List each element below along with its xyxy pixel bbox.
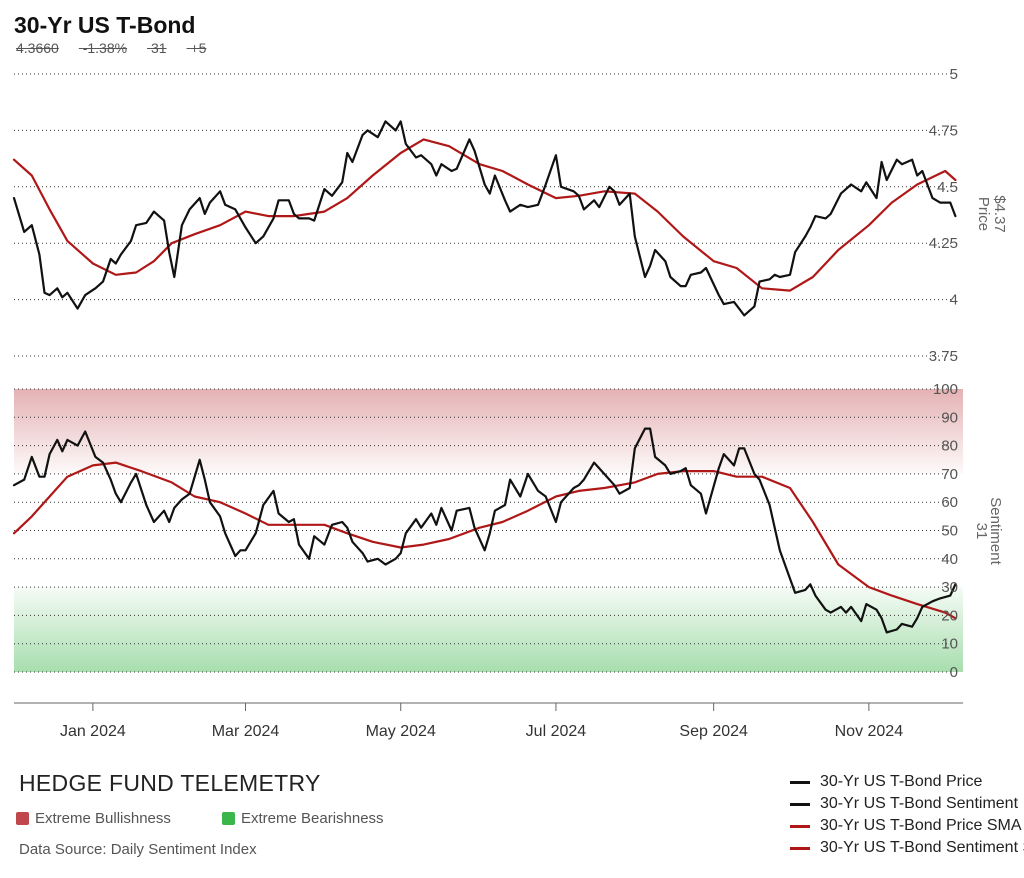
legend: 30-Yr US T-Bond Price 30-Yr US T-Bond Se… (790, 771, 1024, 859)
stats-line: 4.3660 -1.38% 31 +5 (16, 40, 226, 56)
gridlines (14, 73, 953, 673)
legend-item-price: 30-Yr US T-Bond Price (790, 771, 1024, 793)
price-tick-label: 4 (950, 292, 958, 309)
sentiment-last-value: 31 (973, 523, 990, 540)
sentiment-tick-label: 20 (941, 607, 958, 624)
stat-sentiment-change: +5 (190, 40, 207, 56)
sentiment-tick-label: 100 (933, 381, 958, 398)
sentiment-axis-label: Sentiment (987, 497, 1004, 565)
legend-label-price-sma: 30-Yr US T-Bond Price SMA (820, 817, 1022, 834)
x-tick-label: May 2024 (366, 723, 436, 740)
legend-line-sentiment (790, 802, 810, 806)
price-tick-label: 3.75 (929, 348, 958, 365)
bear-swatch (222, 812, 235, 825)
x-tick-label: Mar 2024 (212, 723, 280, 740)
price-last-value: $4.37 (991, 195, 1008, 233)
price-line (12, 120, 957, 317)
legend-line-sentiment-sma (790, 846, 810, 850)
x-tick-labels: Jan 2024 Mar 2024 May 2024 Jul 2024 Sep 2024… (60, 703, 903, 740)
sentiment-tick-label: 90 (941, 409, 958, 426)
legend-item-sentiment-sma: 30-Yr US T-Bond Sentiment SMA (790, 837, 1024, 859)
legend-label-price: 30-Yr US T-Bond Price (820, 773, 983, 790)
sentiment-tick-label: 50 (941, 523, 958, 540)
sentiment-tick-label: 60 (941, 494, 958, 511)
sentiment-tick-label: 10 (941, 636, 958, 653)
extreme-bullishness-zone (14, 389, 963, 474)
sentiment-sma-line (12, 461, 957, 620)
stat-last-price: 4.3660 (16, 40, 59, 56)
legend-label-sentiment-sma: 30-Yr US T-Bond Sentiment SMA (820, 839, 1024, 856)
sentiment-zones (14, 389, 963, 672)
legend-item-price-sma: 30-Yr US T-Bond Price SMA (790, 815, 1024, 837)
sentiment-tick-label: 0 (950, 664, 958, 681)
chart-svg: 54.754.54.2543.751009080706050403020100 … (12, 66, 1008, 740)
sentiment-line (12, 427, 957, 634)
price-sma-line (12, 138, 957, 292)
legend-item-sentiment: 30-Yr US T-Bond Sentiment (790, 793, 1024, 815)
chart-title: 30-Yr US T-Bond (14, 12, 196, 38)
legend-line-price (790, 780, 810, 784)
brand-name: HEDGE FUND TELEMETRY (19, 770, 321, 796)
stat-percent-change: -1.38% (82, 40, 128, 56)
key-extreme-bullishness: Extreme Bullishness (16, 810, 171, 827)
price-axis-label: Price (975, 197, 992, 231)
sentiment-tick-label: 30 (941, 579, 958, 596)
price-tick-label: 4.75 (929, 122, 958, 139)
key-bull-label: Extreme Bullishness (35, 810, 171, 827)
key-extreme-bearishness: Extreme Bearishness (222, 810, 384, 827)
extreme-bearishness-zone (14, 587, 963, 672)
x-tick-label: Jan 2024 (60, 723, 126, 740)
sentiment-tick-label: 70 (941, 466, 958, 483)
price-tick-label: 4.25 (929, 235, 958, 252)
series-lines (12, 120, 957, 634)
price-tick-label: 5 (950, 66, 958, 83)
legend-line-price-sma (790, 824, 810, 828)
stat-sentiment: 31 (150, 40, 167, 56)
x-tick-label: Nov 2024 (835, 723, 904, 740)
x-tick-label: Jul 2024 (526, 723, 587, 740)
data-source: Data Source: Daily Sentiment Index (19, 841, 257, 858)
sentiment-tick-label: 40 (941, 551, 958, 568)
sentiment-tick-label: 80 (941, 438, 958, 455)
x-tick-label: Sep 2024 (679, 723, 748, 740)
bull-swatch (16, 812, 29, 825)
legend-label-sentiment: 30-Yr US T-Bond Sentiment (820, 795, 1019, 812)
price-tick-label: 4.5 (937, 179, 958, 196)
key-bear-label: Extreme Bearishness (241, 810, 384, 827)
